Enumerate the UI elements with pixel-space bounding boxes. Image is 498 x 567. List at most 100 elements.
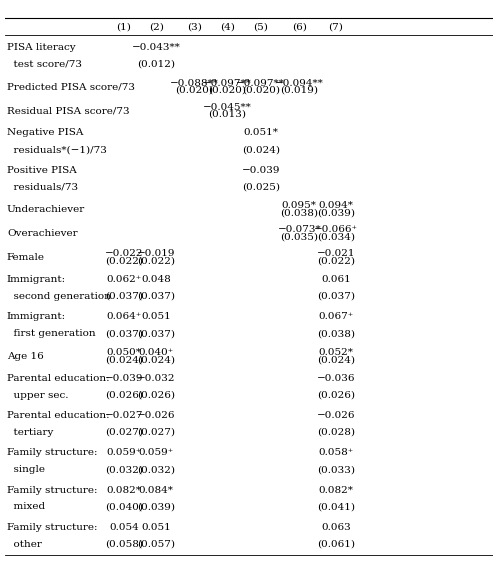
- Text: (0.037): (0.037): [137, 329, 175, 338]
- Text: −0.032: −0.032: [137, 374, 175, 383]
- Text: 0.094*: 0.094*: [318, 201, 353, 210]
- Text: Family structure:: Family structure:: [7, 486, 98, 494]
- Text: (0.020): (0.020): [175, 86, 213, 95]
- Text: 0.059⁺: 0.059⁺: [138, 448, 174, 458]
- Text: (7): (7): [329, 22, 343, 31]
- Text: −0.045**: −0.045**: [203, 103, 252, 112]
- Text: (1): (1): [117, 22, 131, 31]
- Text: tertiary: tertiary: [7, 428, 53, 437]
- Text: (2): (2): [149, 22, 164, 31]
- Text: (0.037): (0.037): [105, 329, 143, 338]
- Text: −0.073*: −0.073*: [277, 225, 321, 234]
- Text: (0.057): (0.057): [137, 540, 175, 549]
- Text: Negative PISA: Negative PISA: [7, 128, 83, 137]
- Text: Predicted PISA score/73: Predicted PISA score/73: [7, 82, 135, 91]
- Text: (0.022): (0.022): [317, 257, 355, 265]
- Text: (0.037): (0.037): [137, 292, 175, 301]
- Text: Underachiever: Underachiever: [7, 205, 85, 214]
- Text: (0.038): (0.038): [317, 329, 355, 338]
- Text: PISA literacy: PISA literacy: [7, 43, 76, 52]
- Text: Overachiever: Overachiever: [7, 229, 78, 238]
- Text: (0.027): (0.027): [105, 428, 143, 437]
- Text: −0.039: −0.039: [242, 166, 280, 175]
- Text: single: single: [7, 465, 45, 474]
- Text: 0.082*: 0.082*: [318, 486, 353, 494]
- Text: 0.054: 0.054: [109, 523, 139, 532]
- Text: −0.039: −0.039: [105, 374, 143, 383]
- Text: (0.033): (0.033): [317, 465, 355, 474]
- Text: −0.043**: −0.043**: [132, 43, 181, 52]
- Text: first generation: first generation: [7, 329, 96, 338]
- Text: 0.095*: 0.095*: [282, 201, 317, 210]
- Text: −0.088**: −0.088**: [170, 79, 219, 87]
- Text: −0.097**: −0.097**: [203, 79, 252, 87]
- Text: 0.051*: 0.051*: [244, 128, 278, 137]
- Text: Age 16: Age 16: [7, 352, 44, 361]
- Text: 0.064⁺: 0.064⁺: [107, 312, 142, 321]
- Text: (0.022): (0.022): [105, 257, 143, 265]
- Text: upper sec.: upper sec.: [7, 391, 68, 400]
- Text: −0.021: −0.021: [317, 249, 355, 259]
- Text: 0.063: 0.063: [321, 523, 351, 532]
- Text: 0.050*: 0.050*: [107, 348, 141, 357]
- Text: mixed: mixed: [7, 502, 45, 511]
- Text: (0.026): (0.026): [105, 391, 143, 400]
- Text: (5): (5): [253, 22, 268, 31]
- Text: (0.026): (0.026): [317, 391, 355, 400]
- Text: 0.084*: 0.084*: [139, 486, 174, 494]
- Text: (0.037): (0.037): [105, 292, 143, 301]
- Text: 0.061: 0.061: [321, 275, 351, 284]
- Text: (0.040): (0.040): [105, 502, 143, 511]
- Text: −0.097**: −0.097**: [237, 79, 285, 87]
- Text: (6): (6): [292, 22, 307, 31]
- Text: (0.061): (0.061): [317, 540, 355, 549]
- Text: Parental education:: Parental education:: [7, 374, 110, 383]
- Text: 0.059⁺: 0.059⁺: [107, 448, 142, 458]
- Text: (0.039): (0.039): [137, 502, 175, 511]
- Text: (0.034): (0.034): [317, 232, 355, 242]
- Text: 0.067⁺: 0.067⁺: [318, 312, 354, 321]
- Text: −0.094**: −0.094**: [275, 79, 324, 87]
- Text: (0.020): (0.020): [209, 86, 247, 95]
- Text: Family structure:: Family structure:: [7, 523, 98, 532]
- Text: Positive PISA: Positive PISA: [7, 166, 77, 175]
- Text: (0.019): (0.019): [280, 86, 318, 95]
- Text: (0.024): (0.024): [137, 356, 175, 364]
- Text: (0.024): (0.024): [105, 356, 143, 364]
- Text: (0.037): (0.037): [317, 292, 355, 301]
- Text: 0.048: 0.048: [141, 275, 171, 284]
- Text: (4): (4): [220, 22, 235, 31]
- Text: (0.058): (0.058): [105, 540, 143, 549]
- Text: Residual PISA score/73: Residual PISA score/73: [7, 106, 129, 115]
- Text: residuals/73: residuals/73: [7, 183, 78, 192]
- Text: (0.026): (0.026): [137, 391, 175, 400]
- Text: second generation: second generation: [7, 292, 111, 301]
- Text: Female: Female: [7, 253, 45, 262]
- Text: Immigrant:: Immigrant:: [7, 312, 66, 321]
- Text: −0.022: −0.022: [105, 249, 143, 259]
- Text: (0.032): (0.032): [137, 465, 175, 474]
- Text: (0.035): (0.035): [280, 232, 318, 242]
- Text: residuals*(−1)/73: residuals*(−1)/73: [7, 145, 107, 154]
- Text: −0.026: −0.026: [317, 411, 355, 420]
- Text: (0.032): (0.032): [105, 465, 143, 474]
- Text: 0.062⁺: 0.062⁺: [107, 275, 142, 284]
- Text: Family structure:: Family structure:: [7, 448, 98, 458]
- Text: (0.028): (0.028): [317, 428, 355, 437]
- Text: (0.013): (0.013): [209, 110, 247, 119]
- Text: (0.038): (0.038): [280, 209, 318, 218]
- Text: −0.036: −0.036: [317, 374, 355, 383]
- Text: test score/73: test score/73: [7, 60, 82, 69]
- Text: (0.027): (0.027): [137, 428, 175, 437]
- Text: other: other: [7, 540, 42, 549]
- Text: (0.024): (0.024): [242, 145, 280, 154]
- Text: Immigrant:: Immigrant:: [7, 275, 66, 284]
- Text: 0.052*: 0.052*: [318, 348, 353, 357]
- Text: −0.026: −0.026: [137, 411, 175, 420]
- Text: 0.082*: 0.082*: [107, 486, 141, 494]
- Text: −0.019: −0.019: [137, 249, 175, 259]
- Text: (0.025): (0.025): [242, 183, 280, 192]
- Text: 0.051: 0.051: [141, 312, 171, 321]
- Text: (0.022): (0.022): [137, 257, 175, 265]
- Text: 0.058⁺: 0.058⁺: [318, 448, 354, 458]
